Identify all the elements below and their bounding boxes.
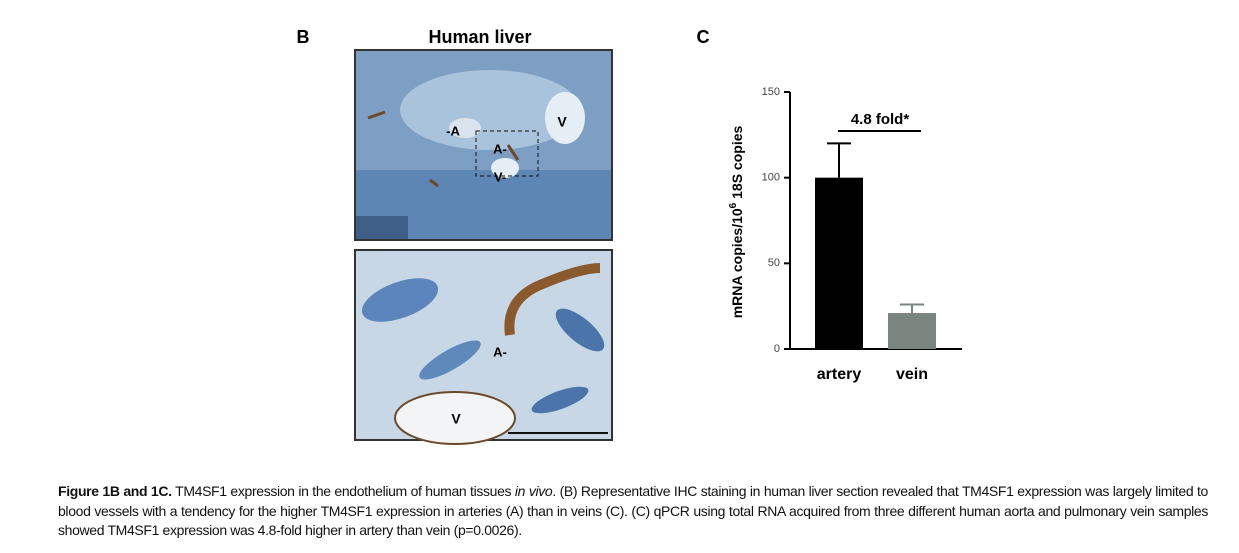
y-axis-label-sup: 6 — [728, 202, 739, 208]
caption: Figure 1B and 1C. TM4SF1 expression in t… — [58, 482, 1208, 541]
x-tick-label: vein — [896, 366, 928, 383]
image-label: A- — [493, 344, 507, 359]
x-tick-label: artery — [817, 366, 862, 383]
image-label: V — [451, 411, 461, 427]
y-tick-label: 150 — [762, 86, 780, 98]
caption-text: . (B) Representative IHC staining in hum… — [58, 483, 1208, 538]
y-tick-label: 100 — [762, 172, 780, 184]
y-axis-label-part: mRNA copies/10 — [729, 208, 745, 318]
bar — [815, 177, 863, 349]
annotation: 4.8 fold* — [851, 111, 910, 128]
y-axis-label: mRNA copies/106 18S copies — [728, 126, 745, 319]
micrograph-bottom: A- V — [354, 249, 613, 445]
panel-label: B — [297, 27, 310, 47]
panel-title: Human liver — [428, 27, 531, 47]
caption-text: TM4SF1 expression in the endothelium of … — [171, 483, 515, 499]
image-label: -A — [446, 123, 460, 138]
panel-label: C — [697, 27, 710, 47]
bar — [888, 313, 936, 349]
image-label: V — [557, 114, 567, 130]
image-label: A- — [493, 141, 507, 156]
figure: B Human liver C -A A- V- V A- V mRNA cop… — [297, 27, 962, 445]
image-label: V- — [494, 169, 506, 184]
y-axis-label-part: 18S copies — [729, 126, 745, 203]
y-tick-label: 0 — [774, 343, 780, 355]
micrograph-top: -A A- V- V — [354, 49, 613, 241]
y-tick-label: 50 — [768, 257, 780, 269]
caption-title: Figure 1B and 1C. — [58, 483, 172, 499]
caption-italic: in vivo — [514, 483, 553, 499]
